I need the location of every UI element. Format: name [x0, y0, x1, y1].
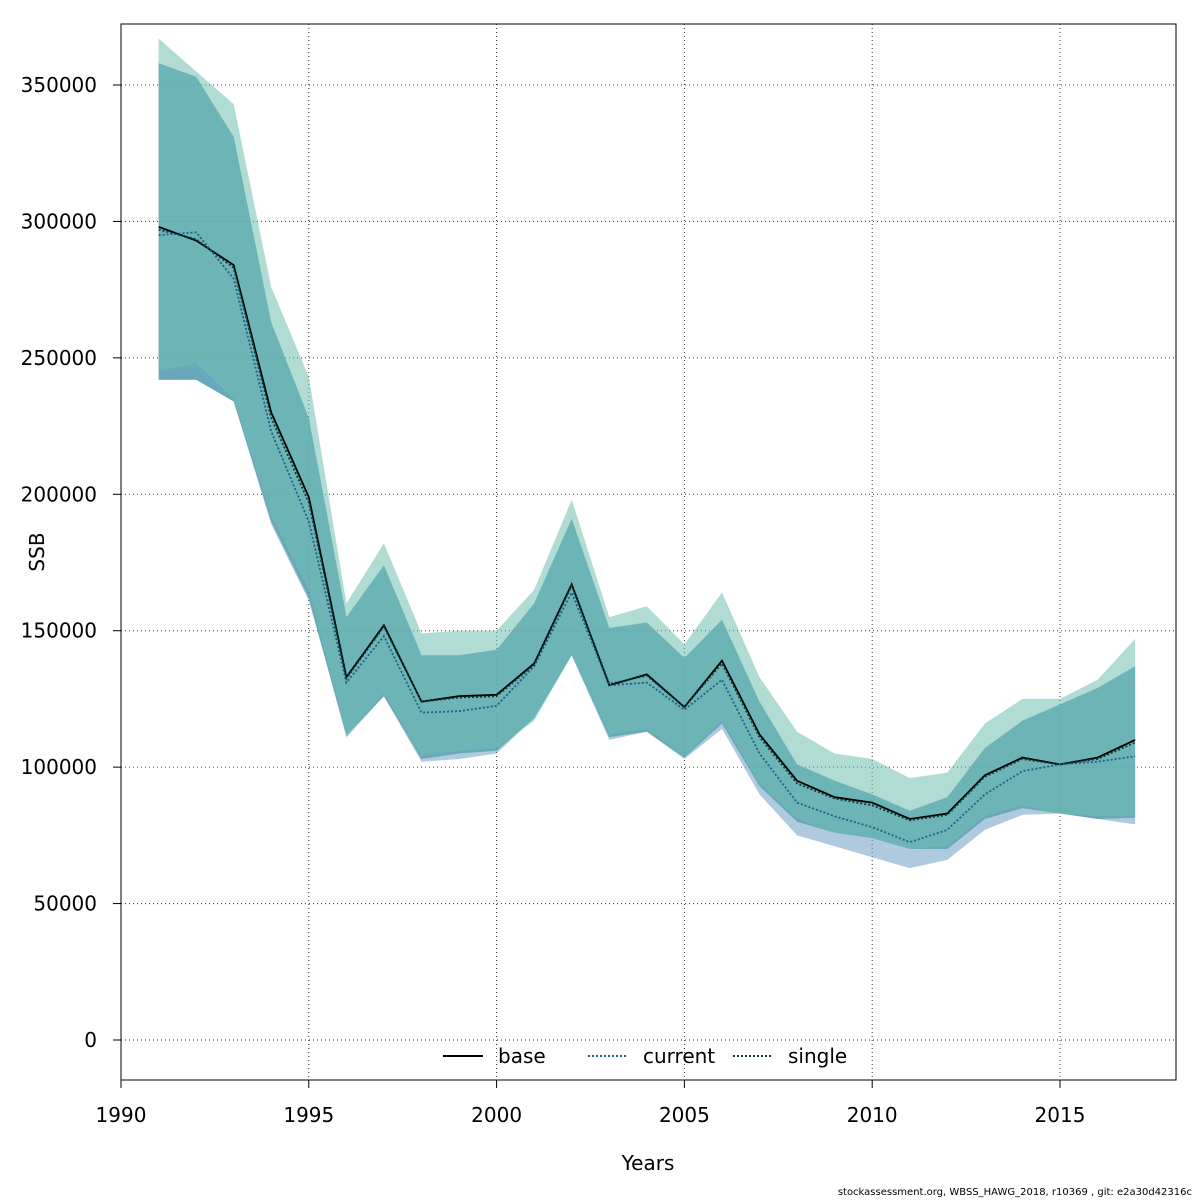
x-tick-label: 2010 — [847, 1103, 898, 1127]
legend-label-single: single — [788, 1044, 847, 1068]
y-tick-label: 300000 — [21, 209, 97, 233]
band-single — [158, 38, 1136, 850]
y-axis-title: SSB — [25, 532, 49, 571]
y-tick-label: 350000 — [21, 73, 97, 97]
legend-label-base: base — [498, 1044, 546, 1068]
x-axis: 1990 1995 2000 2005 2010 2015 — [96, 1079, 1086, 1127]
y-tick-label: 150000 — [21, 619, 97, 643]
line-single — [158, 228, 1136, 822]
y-tick-label: 50000 — [33, 892, 97, 916]
y-axis: 0 50000 100000 150000 200000 250000 300000 3500… — [21, 73, 122, 1052]
y-tick-label: 100000 — [21, 755, 97, 779]
footer-credit: stockassessment.org, WBSS_HAWG_2018, r10… — [837, 1187, 1192, 1198]
series-lines — [158, 226, 1136, 844]
x-tick-label: 2005 — [659, 1103, 710, 1127]
x-tick-label: 2015 — [1035, 1103, 1086, 1127]
grid — [121, 24, 1176, 1080]
y-tick-label: 250000 — [21, 346, 97, 370]
x-tick-label: 1995 — [283, 1103, 334, 1127]
legend: base current single — [443, 1044, 847, 1068]
y-tick-label: 200000 — [21, 482, 97, 506]
x-axis-title: Years — [621, 1151, 675, 1175]
x-tick-label: 2000 — [471, 1103, 522, 1127]
x-tick-label: 1990 — [96, 1103, 147, 1127]
confidence-bands — [158, 38, 1136, 869]
legend-label-current: current — [643, 1044, 715, 1068]
line-current — [158, 231, 1136, 844]
y-tick-label: 0 — [84, 1028, 97, 1052]
